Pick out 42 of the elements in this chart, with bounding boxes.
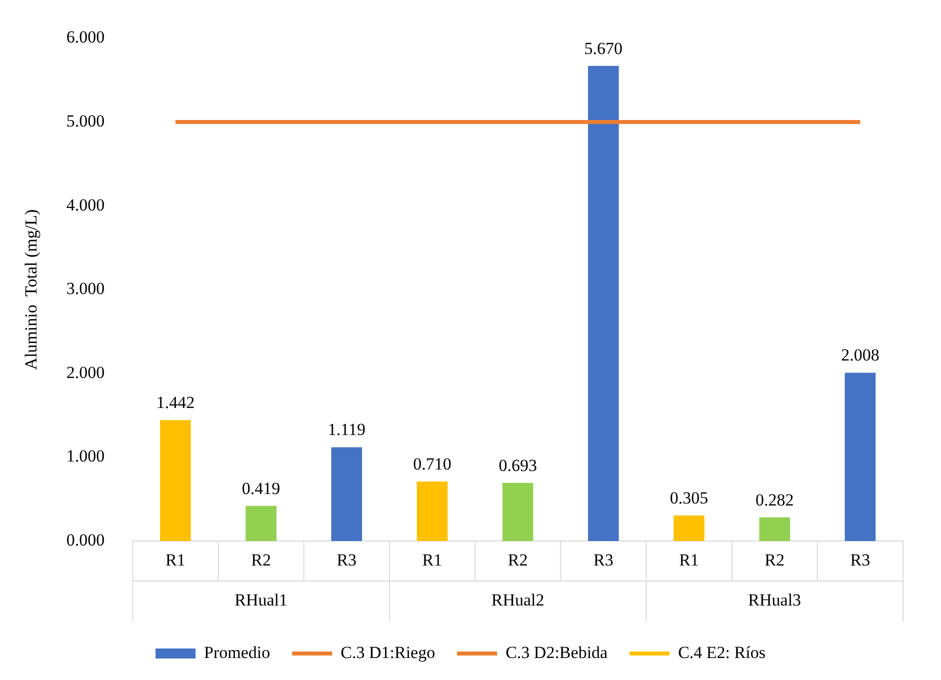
bar (759, 517, 790, 541)
bar (502, 482, 534, 541)
bar (416, 482, 448, 541)
y-tick-label: 4.000 (66, 195, 105, 214)
data-label: 0.419 (242, 478, 280, 498)
data-label: 2.008 (841, 346, 880, 365)
x-tick-label: R3 (336, 550, 357, 570)
legend-label: C.4 E2: Ríos (678, 642, 766, 662)
bar (331, 447, 362, 541)
x-tick-label: R1 (166, 550, 186, 570)
y-tick-label: 0.000 (66, 530, 105, 550)
x-tick-label: R1 (679, 550, 699, 570)
y-tick-label: 5.000 (66, 111, 105, 130)
bar (844, 372, 876, 541)
bar (588, 66, 619, 541)
data-label: 5.670 (584, 38, 623, 58)
data-label: 0.693 (498, 456, 537, 475)
legend-label: C.3 D2:Bebida (506, 642, 608, 662)
data-label: 0.710 (413, 454, 452, 474)
data-label: 1.442 (156, 393, 195, 412)
x-tick-label: R1 (422, 550, 442, 570)
y-tick-label: 6.000 (66, 28, 105, 47)
x-tick-label: R2 (251, 550, 271, 570)
y-axis-title: Aluminio Total (mg/L) (22, 209, 41, 370)
text: RHual3 (748, 590, 802, 610)
bar (160, 420, 191, 541)
bar (674, 515, 704, 541)
y-tick-label: 3.000 (66, 279, 105, 298)
legend-label: Promedio (204, 642, 270, 662)
y-tick-label: 2.000 (66, 362, 105, 382)
text: RHual1 (234, 590, 288, 610)
x-tick-label: R2 (764, 550, 785, 570)
x-tick-label: R3 (850, 550, 870, 570)
x-tick-label: R2 (508, 550, 528, 570)
x-tick-label: R3 (594, 550, 614, 570)
y-tick-label: 1.000 (66, 446, 105, 466)
data-label: 0.282 (755, 490, 794, 510)
data-label: 0.305 (670, 488, 708, 508)
text: RHual2 (491, 590, 544, 610)
legend-label: C.3 D1:Riego (340, 642, 436, 662)
bar (246, 506, 276, 541)
data-label: 1.119 (328, 420, 366, 440)
